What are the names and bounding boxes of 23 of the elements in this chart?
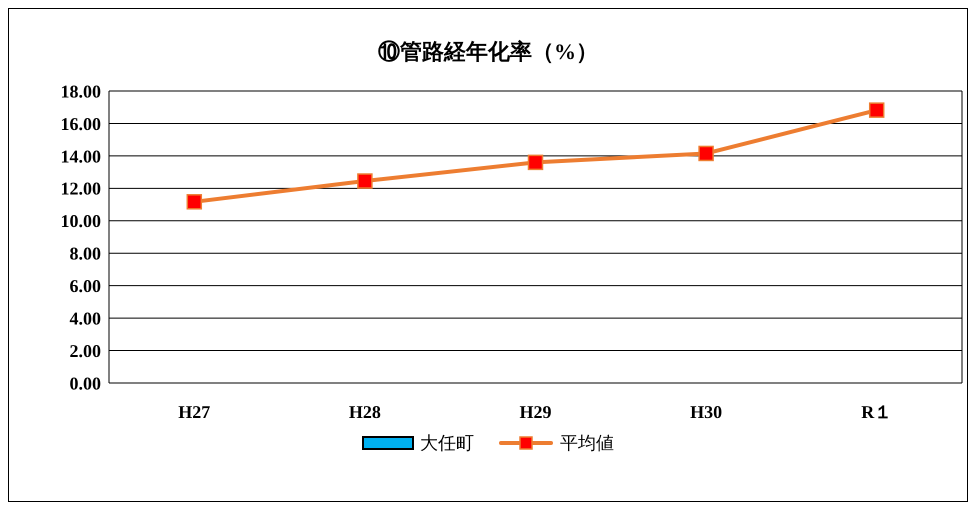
y-tick-label: 18.00 (60, 81, 101, 102)
x-tick-label: H29 (519, 402, 552, 422)
y-tick-label: 2.00 (70, 340, 101, 361)
x-tick-label: H28 (348, 402, 381, 422)
chart-title: ⑩管路経年化率（%） (377, 38, 599, 66)
y-tick-label: 16.00 (60, 114, 101, 134)
y-tick-label: 0.00 (70, 373, 101, 394)
legend-label: 大任町 (420, 432, 474, 455)
y-tick-label: 6.00 (70, 276, 101, 296)
y-tick-label: 4.00 (70, 308, 101, 328)
y-tick-label: 12.00 (60, 178, 101, 199)
y-tick-label: 8.00 (70, 244, 101, 264)
x-tick-label: H30 (690, 402, 722, 422)
y-tick-label: 10.00 (60, 211, 101, 232)
x-tick-label: R１ (861, 402, 892, 422)
x-tick-label: H27 (178, 402, 210, 422)
legend-label: 平均値 (560, 432, 614, 455)
point (528, 154, 544, 170)
point (698, 146, 714, 162)
point (186, 194, 202, 210)
point (868, 102, 884, 118)
y-tick-label: 14.00 (60, 146, 101, 166)
point (357, 173, 373, 189)
